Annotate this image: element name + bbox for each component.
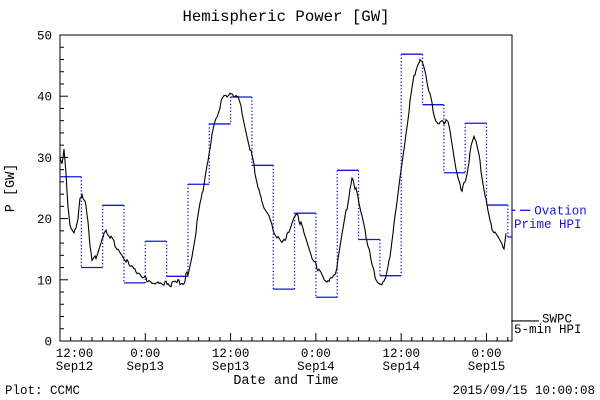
- svg-text:0:00: 0:00: [301, 347, 331, 361]
- svg-text:20: 20: [37, 213, 52, 227]
- svg-text:5-min HPI: 5-min HPI: [514, 323, 582, 337]
- svg-text:Sep14: Sep14: [297, 360, 335, 374]
- svg-text:Sep13: Sep13: [212, 360, 250, 374]
- svg-text:12:00: 12:00: [382, 347, 420, 361]
- svg-text:Ovation: Ovation: [534, 205, 587, 219]
- svg-text:40: 40: [37, 91, 52, 105]
- svg-text:Hemispheric Power [GW]: Hemispheric Power [GW]: [182, 8, 389, 26]
- svg-text:12:00: 12:00: [212, 347, 250, 361]
- svg-text:Prime HPI: Prime HPI: [514, 218, 582, 232]
- svg-text:2015/09/15 10:00:08: 2015/09/15 10:00:08: [452, 384, 595, 398]
- svg-text:Date and Time: Date and Time: [233, 374, 338, 389]
- svg-text:Sep12: Sep12: [56, 360, 94, 374]
- svg-text:Plot: CCMC: Plot: CCMC: [5, 384, 80, 398]
- svg-text:12:00: 12:00: [56, 347, 94, 361]
- svg-text:Sep14: Sep14: [382, 360, 420, 374]
- svg-text:Sep15: Sep15: [468, 360, 506, 374]
- svg-text:50: 50: [37, 30, 52, 44]
- svg-text:10: 10: [37, 274, 52, 288]
- svg-text:30: 30: [37, 152, 52, 166]
- svg-text:Sep13: Sep13: [127, 360, 165, 374]
- svg-text:0: 0: [44, 336, 52, 350]
- svg-text:0:00: 0:00: [130, 347, 160, 361]
- svg-text:P [GW]: P [GW]: [4, 164, 19, 213]
- svg-text:0:00: 0:00: [471, 347, 501, 361]
